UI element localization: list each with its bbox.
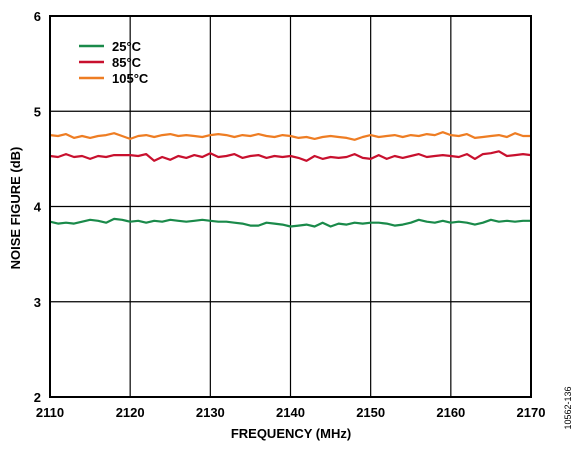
x-axis-title: FREQUENCY (MHz) — [231, 426, 351, 441]
y-tick-label: 5 — [34, 104, 41, 119]
x-tick-label: 2130 — [196, 405, 225, 420]
figure-id: 10562-136 — [563, 386, 573, 429]
y-tick-label: 4 — [34, 200, 42, 215]
y-tick-labels: 2 3 4 5 6 — [34, 9, 42, 405]
y-tick-label: 3 — [34, 295, 41, 310]
legend-label: 105°C — [112, 71, 149, 86]
y-axis-title: NOISE FIGURE (dB) — [8, 147, 23, 270]
x-tick-label: 2170 — [517, 405, 546, 420]
legend-label: 25°C — [112, 39, 142, 54]
x-tick-label: 2140 — [276, 405, 305, 420]
series-line — [49, 131, 531, 141]
y-tick-label: 6 — [34, 9, 41, 24]
x-tick-labels: 2110 2120 2130 2140 2150 2160 2170 — [36, 405, 546, 420]
plot-frame — [49, 15, 532, 398]
grid-lines — [50, 16, 531, 397]
x-tick-label: 2120 — [116, 405, 145, 420]
y-tick-label: 2 — [34, 390, 41, 405]
series-line — [49, 217, 531, 228]
legend-label: 85°C — [112, 55, 142, 70]
x-tick-label: 2110 — [36, 405, 64, 420]
x-tick-label: 2160 — [436, 405, 465, 420]
series-line — [49, 150, 532, 162]
x-tick-label: 2150 — [356, 405, 385, 420]
series-group — [49, 131, 532, 228]
